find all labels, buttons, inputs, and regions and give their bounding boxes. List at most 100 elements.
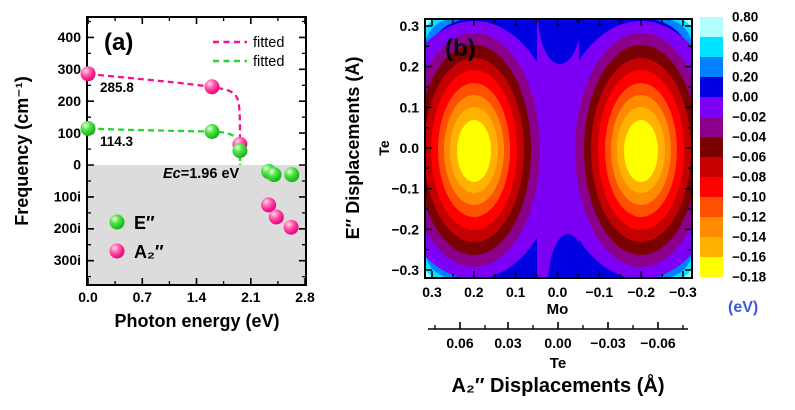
data-point [268,209,284,225]
x-tick-label: 2.1 [241,289,261,305]
te-tick-label: 0.00 [544,335,571,351]
te-axis-minor-ticks [434,325,684,329]
mo-tick-label: 0.1 [506,284,526,300]
colorbar-tick-label: −0.18 [732,270,767,285]
mo-axis-major-ticks [431,19,684,278]
panel-a-tag: (a) [104,29,133,56]
a2-fitted-curve [87,72,242,141]
imaginary-frequency-shaded-band [88,165,305,284]
colorbar-tick-label: 0.20 [732,70,758,85]
te-tick-label: −0.03 [590,335,626,351]
x-axis-title: Photon energy (eV) [114,311,279,331]
y-tick-label: 300i [54,252,81,268]
edisp-axis-major-ticks [425,25,692,271]
y-axis-title: E″ Displacements (Å) [345,57,363,240]
y-tick-label: 200i [54,220,81,236]
colorbar-tick-label: −0.02 [732,110,766,125]
colorbar-segment [700,17,723,37]
mo-tick-label: −0.2 [627,284,655,300]
colorbar-segment [700,177,723,197]
ec-value: =1.96 eV [181,166,240,182]
e-legend-label: E″ [134,213,155,233]
x-tick-label: 2.8 [295,289,315,305]
data-point [266,167,282,183]
saddle-blue-notches [538,19,588,278]
a2-frequency-annotation: 285.8 [100,80,134,95]
critical-energy-annotation: Ec=1.96 eV [163,166,240,182]
data-point [204,79,220,95]
colorbar-unit-label: (eV) [728,299,758,316]
te-tick-label: −0.06 [640,335,676,351]
x-tick-label: 0.7 [133,289,153,305]
colorbar-segment [700,237,723,257]
y-tick-label: 300 [58,61,82,77]
te-tick-label: 0.06 [446,335,473,351]
colorbar-segment [700,77,723,97]
mo-tick-label: 0.2 [464,284,484,300]
a2-fit-legend-label: fitted [253,35,284,51]
colorbar-swatches [700,17,723,277]
te-axis-major-ticks [459,322,659,329]
mo-atom-label: Mo [547,301,569,318]
e-fit-legend-label: fitted [253,54,284,70]
colorbar-segment [700,137,723,157]
data-point [284,167,300,183]
e-legend-marker [109,214,125,230]
colorbar-segment [700,217,723,237]
x-axis-title: A₂″ Displacements (Å) [452,373,665,397]
panel-a-scatter-figure: 400 300 200 100 0 100i 200i 300i 0.0 0.7… [12,16,315,331]
y-tick-label: −0.3 [391,262,419,278]
colorbar-segment [700,157,723,177]
colorbar-segment [700,97,723,117]
y-tick-label: 0.0 [400,140,420,156]
x-tick-label: 0.0 [78,289,98,305]
colorbar-tick-label: 0.40 [732,50,758,65]
a2-legend-label: A₂″ [134,242,164,262]
mo-tick-label: 0.3 [422,284,442,300]
y-tick-label: 0.2 [400,59,420,75]
y-tick-label: 0.1 [400,99,420,115]
x-tick-label: 1.4 [187,289,207,305]
y-axis-atom-label: Te [376,140,392,156]
data-point [80,121,96,136]
mo-tick-label: −0.3 [669,284,697,300]
x-axis-minor-ticks [114,17,279,285]
colorbar-segment [700,57,723,77]
colorbar-segment [700,37,723,57]
y-tick-label: 100 [58,125,82,141]
mo-tick-label: 0.0 [548,284,568,300]
mo-axis-minor-ticks [452,19,663,278]
colorbar-segment [700,117,723,137]
data-point [261,197,277,213]
data-point [232,143,248,159]
edisp-axis-minor-ticks [425,45,692,251]
colorbar-segment [700,257,723,277]
series-legend: E″ A₂″ [109,213,164,262]
y-tick-label: 200 [58,93,82,109]
y-tick-label: 0 [73,157,81,173]
e-fitted-curve [87,127,238,140]
y-axis-minor-ticks [87,20,306,278]
colorbar-tick-label: −0.14 [732,230,767,245]
panel-b-tag: (b) [445,35,476,62]
x-axis-major-ticks [87,17,306,285]
te-secondary-axis: 0.06 0.03 0.00 −0.03 −0.06 Te [428,322,688,372]
colorbar-tick-label: −0.16 [732,250,767,265]
colorbar-tick-label: −0.08 [732,170,767,185]
colorbar-labels: 0.80 0.60 0.40 0.20 0.00 −0.02 −0.04 −0.… [728,10,767,317]
mo-tick-label: −0.1 [585,284,613,300]
colorbar-tick-label: 0.80 [732,10,758,25]
data-point [204,124,220,139]
colorbar-tick-label: −0.12 [732,210,766,225]
colorbar-segment [700,197,723,217]
y-tick-label: −0.1 [391,181,419,197]
y-tick-label: 100i [54,189,81,205]
y-axis-title: Frequency (cm⁻¹) [12,76,32,226]
e-data-points [80,121,300,183]
colorbar-tick-label: −0.04 [732,130,767,145]
colorbar-tick-label: −0.10 [732,190,766,205]
colorbar-tick-label: 0.00 [732,90,758,105]
te-atom-label: Te [550,355,566,372]
y-tick-label: 400 [58,29,82,45]
